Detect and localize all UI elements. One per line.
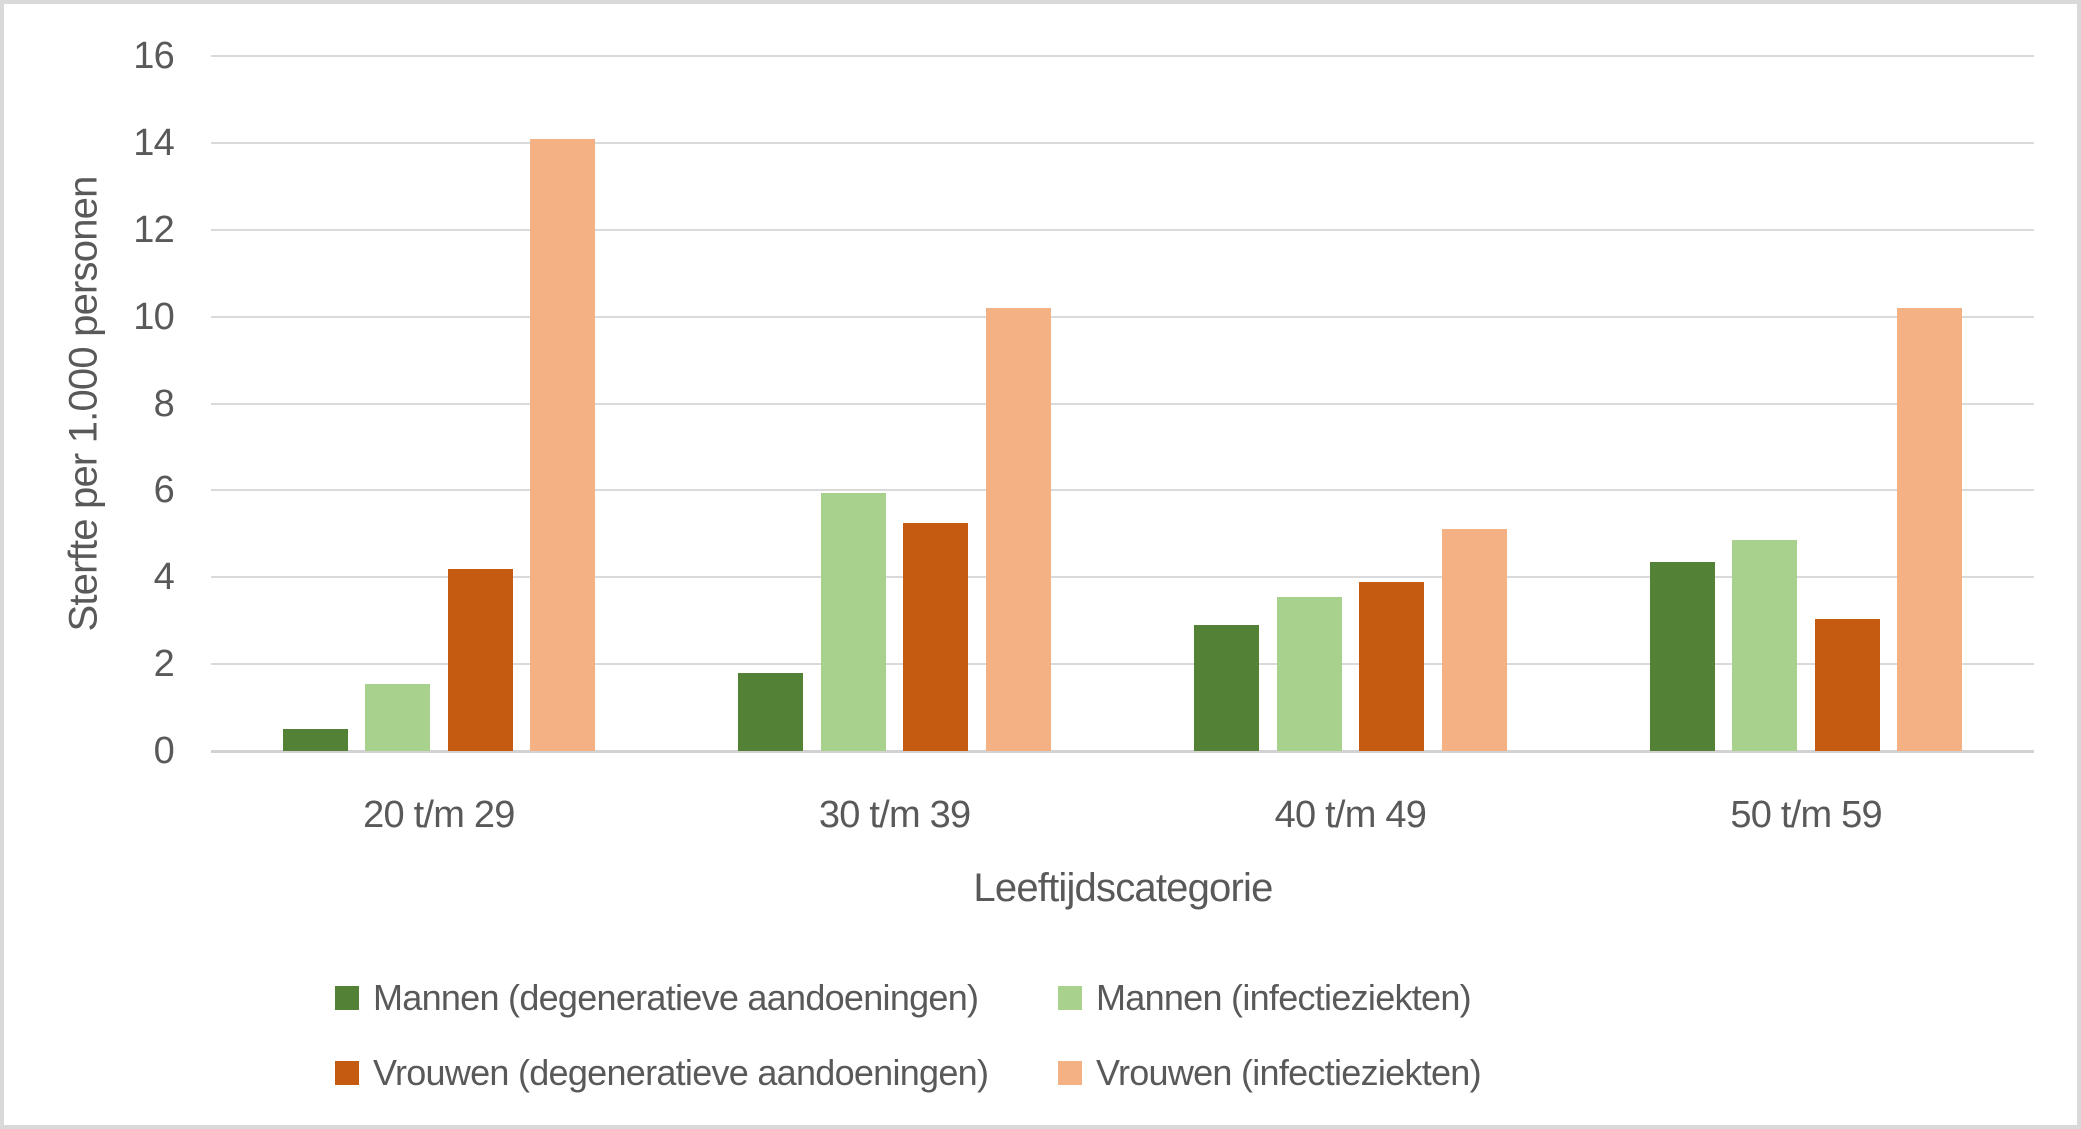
gridline-y8 [211,402,2034,405]
y-tick-label-10: 10 [133,295,175,338]
y-tick-label-0: 0 [153,730,175,772]
bar-series1-cat4 [1649,562,1715,751]
bar-series2-cat4 [1732,540,1798,751]
gridline-y2 [211,663,2034,666]
y-axis-title: Sterfte per 1.000 personen [61,176,106,632]
y-tick-label-12: 12 [133,208,175,251]
bar-series1-cat1 [282,729,348,751]
legend-label: Vrouwen (degeneratieve aandoeningen) [373,1052,989,1093]
bar-series2-cat1 [365,683,431,751]
bar-series3-cat1 [447,568,513,751]
gridline-y16 [211,55,2034,57]
x-axis-title: Leeftijdscategorie [973,866,1273,910]
legend-swatch-icon [1058,1061,1082,1085]
gridline-y10 [211,315,2034,318]
y-tick-label-4: 4 [153,556,175,599]
bar-series3-cat4 [1814,618,1880,751]
legend-swatch-icon [335,986,359,1010]
legend-item-4: Vrouwen (infectieziekten) [1058,1049,1482,1097]
bar-series4-cat2 [985,307,1051,751]
y-tick-label-14: 14 [133,121,175,164]
legend-label: Vrouwen (infectieziekten) [1096,1052,1482,1093]
bar-series3-cat2 [903,522,969,751]
bar-series4-cat3 [1441,529,1507,751]
legend-item-3: Vrouwen (degeneratieve aandoeningen) [335,1049,989,1097]
bar-series4-cat4 [1897,307,1963,751]
legend-swatch-icon [335,1061,359,1085]
x-axis-line [211,750,2034,753]
legend-item-2: Mannen (infectieziekten) [1058,974,1472,1022]
bar-series3-cat3 [1359,581,1425,751]
x-category-label-2: 30 t/m 39 [818,794,971,836]
y-tick-label-8: 8 [153,382,175,425]
gridline-y14 [211,141,2034,144]
y-tick-label-6: 6 [153,469,175,512]
gridline-y12 [211,228,2034,231]
gridline-y4 [211,576,2034,579]
x-category-label-3: 40 t/m 49 [1274,794,1427,836]
legend-label: Mannen (degeneratieve aandoeningen) [373,977,979,1018]
bar-series4-cat1 [530,138,596,751]
legend-swatch-icon [1058,986,1082,1010]
legend-label: Mannen (infectieziekten) [1096,977,1472,1018]
x-category-label-4: 50 t/m 59 [1730,794,1882,836]
legend-item-1: Mannen (degeneratieve aandoeningen) [335,974,979,1022]
bar-series2-cat3 [1276,596,1342,751]
plot-area [211,55,2034,753]
bar-series2-cat2 [820,492,886,751]
bar-series1-cat3 [1194,625,1260,751]
x-category-label-1: 20 t/m 29 [363,794,515,836]
y-tick-label-2: 2 [153,643,175,686]
bar-series1-cat2 [738,672,804,751]
y-tick-label-16: 16 [133,35,175,77]
gridline-y6 [211,489,2034,492]
